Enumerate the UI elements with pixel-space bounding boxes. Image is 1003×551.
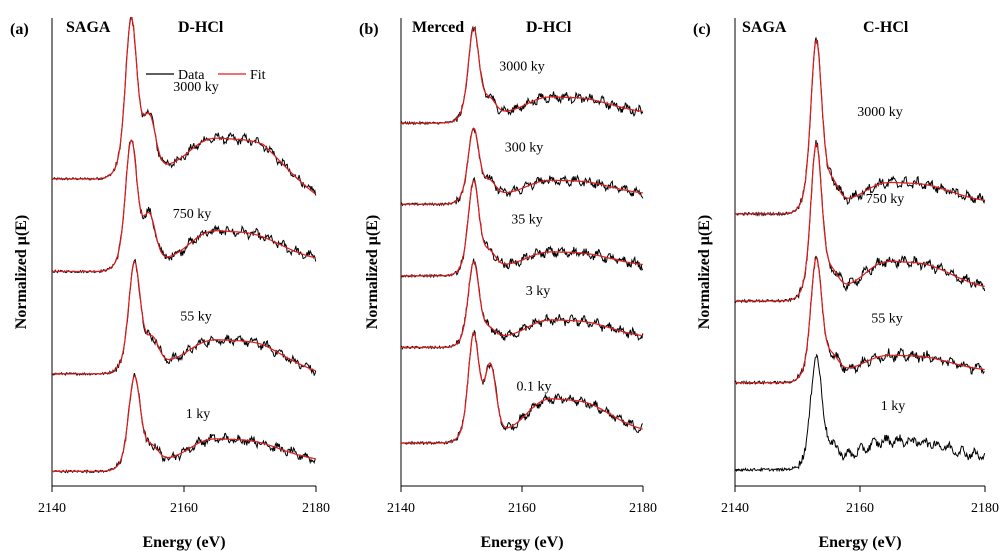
chart-panel-2: 2140 2160 2180 Energy (eV) Normalized μ(E) (b… (359, 18, 657, 551)
treatment-label: D-HCl (178, 19, 224, 36)
fit-series-line (52, 261, 316, 375)
fit-series-line (52, 375, 316, 472)
x-tick-label: 2140 (387, 501, 415, 516)
x-tick-label: 2140 (38, 501, 66, 516)
sample-label: SAGA (742, 19, 787, 36)
fit-series-line (735, 143, 985, 302)
treatment-label: C-HCl (863, 19, 909, 36)
x-tick-label: 2160 (846, 501, 874, 516)
sample-label: Merced (412, 19, 464, 36)
series-label: 3000 ky (173, 80, 219, 95)
data-series-line (734, 37, 986, 217)
data-series-line (734, 255, 985, 386)
x-tick-label: 2140 (721, 501, 749, 516)
data-series-line (734, 353, 986, 473)
data-series-line (400, 25, 644, 126)
panel-letter: (b) (359, 21, 379, 38)
series-label: 750 ky (173, 207, 212, 222)
treatment-label: D-HCl (526, 19, 572, 36)
chart-panel-3: 2140 2160 2180 Energy (eV) Normalized μ(E) (c… (693, 18, 999, 551)
data-series-line (51, 17, 317, 196)
sample-label: SAGA (66, 19, 111, 36)
fit-series-line (401, 261, 643, 349)
series-label: 1 ky (881, 399, 906, 414)
panel-letter: (a) (10, 21, 29, 38)
series-label: 300 ky (505, 141, 544, 156)
fit-series-line (401, 127, 643, 205)
fit-series-line (735, 257, 985, 384)
data-series-line (52, 372, 316, 474)
legend-data-label: Data (178, 68, 205, 83)
series-label: 750 ky (866, 192, 905, 207)
legend-fit-label: Fit (250, 68, 266, 83)
legend: Data Fit (146, 68, 266, 83)
x-tick-label: 2160 (508, 501, 536, 516)
series-label: 55 ky (871, 312, 903, 327)
fit-series-line (401, 332, 643, 444)
data-series-line (401, 258, 644, 350)
x-tick-label: 2180 (629, 501, 657, 516)
series-label: 35 ky (511, 212, 543, 227)
x-axis-label: Energy (eV) (480, 534, 563, 551)
series-label: 3000 ky (499, 60, 545, 75)
fit-series-line (401, 179, 643, 277)
x-axis-label: Energy (eV) (142, 534, 225, 551)
chart-panel-1: 2140 2160 2180 Energy (eV) Normalized μ(E) (a… (10, 17, 330, 551)
x-tick-label: 2180 (971, 501, 999, 516)
series-label: 0.1 ky (517, 379, 552, 394)
x-tick-label: 2180 (302, 501, 330, 516)
fit-series-line (735, 40, 985, 215)
series-label: 3 ky (526, 284, 551, 299)
y-axis-label: Normalized μ(E) (696, 215, 713, 329)
panel-letter: (c) (693, 21, 711, 38)
series-label: 55 ky (180, 309, 212, 324)
series-label: 1 ky (186, 407, 211, 422)
fit-series-line (52, 17, 317, 195)
x-axis-label: Energy (eV) (818, 534, 901, 551)
series-label: 3000 ky (857, 105, 903, 120)
data-series-line (400, 176, 644, 279)
fit-series-line (52, 139, 316, 273)
fit-series-line (401, 27, 643, 124)
y-axis-label: Normalized μ(E) (364, 215, 381, 329)
x-tick-label: 2160 (170, 501, 198, 516)
y-axis-label: Normalized μ(E) (13, 215, 30, 329)
